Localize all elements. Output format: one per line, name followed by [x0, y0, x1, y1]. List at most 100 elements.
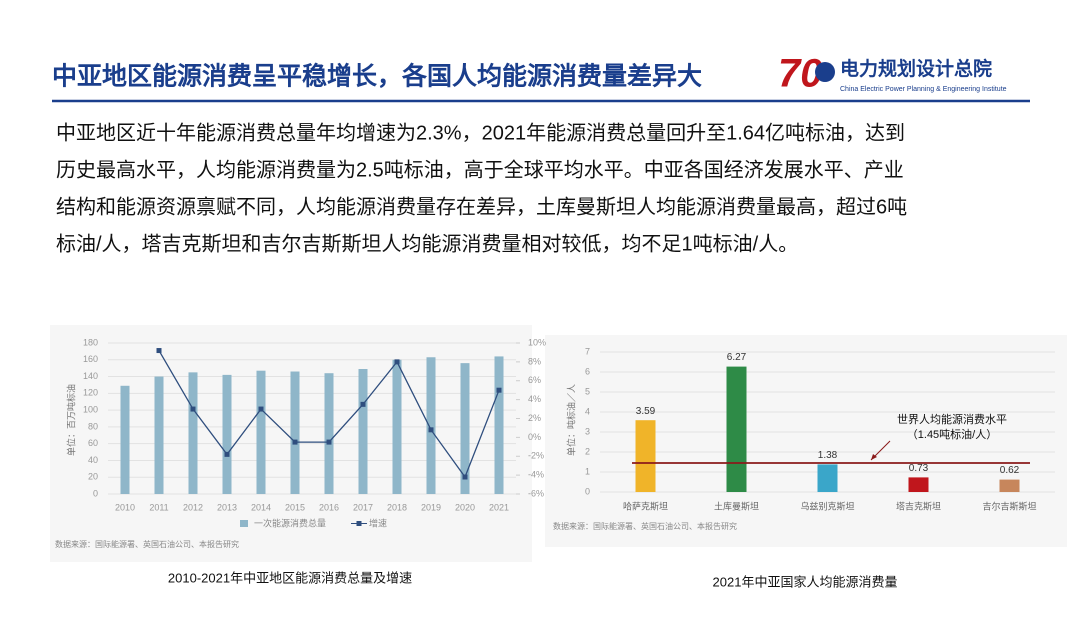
- bar: [999, 479, 1020, 492]
- y2-tick-label: 8%: [528, 356, 541, 366]
- chart-caption: 2021年中亚国家人均能源消费量: [713, 574, 898, 589]
- paragraph-line: 中亚地区近十年能源消费总量年均增速为2.3%，2021年能源消费总量回升至1.6…: [56, 121, 905, 144]
- bar: [290, 371, 300, 494]
- y2-tick-label: 2%: [528, 413, 541, 423]
- bar: [726, 366, 747, 492]
- x-tick-label: 2021: [489, 502, 509, 512]
- source-note: 数据来源：国际能源署、英国石油公司、本报告研究: [55, 539, 239, 549]
- bar: [817, 464, 838, 492]
- bar: [635, 420, 656, 492]
- reference-arrowhead: [871, 454, 877, 460]
- bar: [358, 369, 368, 494]
- x-tick-label: 2015: [285, 502, 305, 512]
- chart-caption: 2010-2021年中亚地区能源消费总量及增速: [168, 570, 412, 585]
- line-marker: [224, 451, 230, 457]
- y-tick-label: 6: [585, 366, 590, 376]
- bar: [494, 356, 504, 494]
- y-axis-label: 单位：百万吨标油: [65, 384, 76, 456]
- data-label: 6.27: [727, 352, 747, 363]
- y-tick-label: 5: [585, 386, 590, 396]
- paragraph-line: 标油/人，塔吉克斯坦和吉尔吉斯斯坦人均能源消费量相对较低，均不足1吨标油/人。: [56, 232, 798, 255]
- data-label: 0.73: [909, 463, 929, 474]
- paragraph-line: 历史最高水平，人均能源消费量为2.5吨标油，高于全球平均水平。中亚各国经济发展水…: [56, 158, 904, 181]
- y-tick-label: 0: [585, 486, 590, 496]
- slide-title: 中亚地区能源消费呈平稳增长，各国人均能源消费量差异大: [52, 62, 702, 91]
- line-marker: [258, 406, 264, 412]
- data-label: 3.59: [636, 406, 656, 417]
- y-tick-label: 3: [585, 426, 590, 436]
- y-tick-label: 100: [83, 404, 98, 414]
- y-tick-label: 20: [88, 472, 98, 482]
- line-marker: [394, 359, 400, 365]
- line-marker: [360, 401, 366, 407]
- x-tick-label: 2020: [455, 502, 475, 512]
- data-label: 0.62: [1000, 465, 1020, 476]
- x-tick-label: 2017: [353, 502, 373, 512]
- y-tick-label: 1: [585, 466, 590, 476]
- line-marker: [326, 439, 332, 445]
- y2-tick-label: -6%: [528, 488, 544, 498]
- x-tick-label: 2016: [319, 502, 339, 512]
- legend-label: 一次能源消费总量: [254, 517, 326, 528]
- chart-panel: [545, 335, 1067, 547]
- legend-swatch: [240, 520, 248, 527]
- bar: [120, 385, 130, 494]
- x-tick-label: 乌兹别克斯坦: [800, 500, 854, 511]
- x-tick-label: 土库曼斯坦: [714, 500, 759, 511]
- bar: [256, 370, 266, 494]
- y2-tick-label: 0%: [528, 432, 541, 442]
- line-marker: [292, 439, 298, 445]
- bar: [154, 376, 164, 494]
- x-tick-label: 2012: [183, 502, 203, 512]
- bar: [188, 372, 198, 494]
- bar: [908, 477, 929, 492]
- line-marker: [462, 474, 468, 480]
- y2-tick-label: 6%: [528, 375, 541, 385]
- x-tick-label: 塔吉克斯坦: [896, 500, 941, 511]
- paragraph-line: 结构和能源资源禀赋不同，人均能源消费量存在差异，土库曼斯坦人均能源消费量最高，超…: [56, 195, 907, 218]
- y-tick-label: 60: [88, 438, 98, 448]
- x-tick-label: 2010: [115, 502, 135, 512]
- y-tick-label: 7: [585, 346, 590, 356]
- data-label: 1.38: [818, 450, 838, 461]
- reference-label: 世界人均能源消费水平: [897, 412, 1007, 426]
- y-tick-label: 0: [93, 488, 98, 498]
- bar: [324, 373, 334, 494]
- x-tick-label: 2018: [387, 502, 407, 512]
- legend-swatch: [356, 521, 362, 526]
- x-tick-label: 2019: [421, 502, 441, 512]
- y2-tick-label: 10%: [528, 337, 546, 347]
- y-tick-label: 120: [83, 388, 98, 398]
- logo-name: 电力规划设计总院: [840, 57, 992, 80]
- x-tick-label: 2014: [251, 502, 271, 512]
- line-marker: [496, 387, 502, 393]
- logo-number: 70: [778, 52, 823, 96]
- y2-tick-label: -4%: [528, 470, 544, 480]
- y-tick-label: 80: [88, 421, 98, 431]
- line-marker: [156, 348, 162, 354]
- y2-tick-label: -2%: [528, 451, 544, 461]
- y-tick-label: 2: [585, 446, 590, 456]
- x-tick-label: 哈萨克斯坦: [623, 500, 668, 511]
- source-note: 数据来源：国际能源署、英国石油公司、本报告研究: [553, 521, 737, 531]
- y-tick-label: 180: [83, 337, 98, 347]
- x-tick-label: 吉尔吉斯斯坦: [982, 500, 1036, 511]
- line-marker: [190, 406, 196, 412]
- bar: [426, 357, 436, 494]
- reference-label: （1.45吨标油/人）: [907, 427, 997, 441]
- y-tick-label: 40: [88, 455, 98, 465]
- x-tick-label: 2013: [217, 502, 237, 512]
- y-tick-label: 4: [585, 406, 590, 416]
- logo-emblem: [815, 62, 835, 82]
- x-tick-label: 2011: [149, 502, 168, 512]
- legend-label: 增速: [369, 517, 387, 528]
- y-axis-label: 单位：吨标油／人: [565, 384, 576, 456]
- bar: [460, 363, 470, 494]
- logo-english: China Electric Power Planning & Engineer…: [840, 86, 1007, 93]
- bar: [222, 374, 232, 494]
- bar: [392, 359, 402, 494]
- y-tick-label: 160: [83, 354, 98, 364]
- y-tick-label: 140: [83, 371, 98, 381]
- line-marker: [428, 427, 434, 433]
